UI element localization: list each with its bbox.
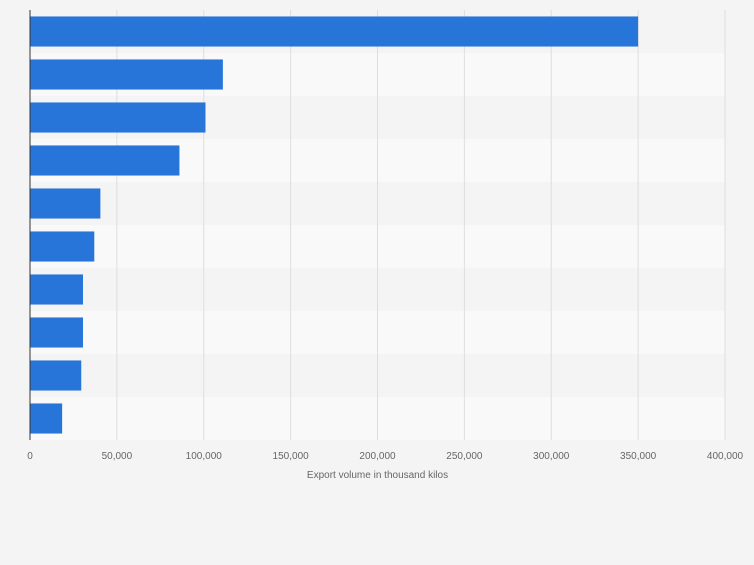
bar bbox=[30, 403, 63, 434]
bar bbox=[30, 188, 101, 219]
bar bbox=[30, 145, 180, 176]
bar bbox=[30, 231, 95, 262]
x-axis-tick-labels: 0 50,000 100,000 150,000 200,000 250,000 300,0… bbox=[27, 451, 743, 462]
x-tick-label: 400,000 bbox=[707, 451, 744, 462]
x-tick-label: 300,000 bbox=[533, 451, 570, 462]
bar bbox=[30, 16, 639, 47]
bar bbox=[30, 59, 223, 90]
x-tick-label: 50,000 bbox=[102, 451, 133, 462]
x-tick-label: 250,000 bbox=[446, 451, 483, 462]
x-tick-label: 100,000 bbox=[186, 451, 223, 462]
x-tick-label: 200,000 bbox=[359, 451, 396, 462]
x-tick-label: 150,000 bbox=[273, 451, 310, 462]
bar bbox=[30, 317, 83, 348]
bar bbox=[30, 102, 206, 133]
x-tick-label: 350,000 bbox=[620, 451, 657, 462]
bars bbox=[30, 16, 639, 434]
bar bbox=[30, 274, 83, 305]
bar bbox=[30, 360, 82, 391]
x-tick-label: 0 bbox=[27, 451, 33, 462]
x-axis-label: Export volume in thousand kilos bbox=[307, 470, 448, 481]
